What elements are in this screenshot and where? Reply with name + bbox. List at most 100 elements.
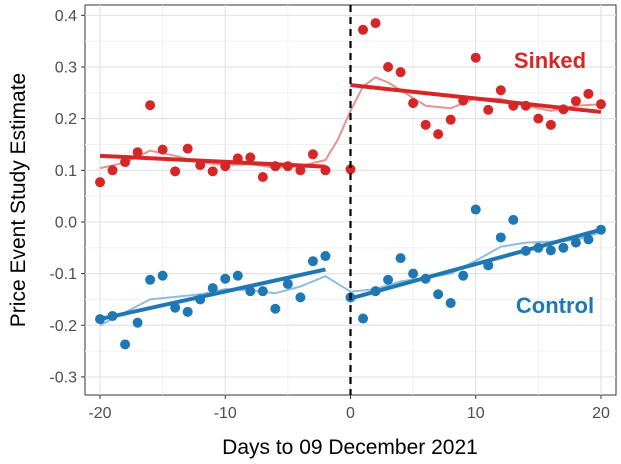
data-point-control	[320, 251, 331, 262]
y-tick-label: 0.2	[55, 111, 77, 128]
data-point-control	[282, 278, 293, 289]
y-axis: -0.3 -0.2 -0.1 0.0 0.1 0.2 0.3 0.4	[49, 8, 85, 386]
series-label-sinked: Sinked	[514, 48, 586, 73]
data-point-sinked	[420, 119, 431, 130]
y-tick-label: -0.2	[49, 318, 77, 335]
data-point-sinked	[270, 161, 281, 172]
x-axis: -20 -10 0 10 20	[88, 395, 610, 422]
y-tick-label: 0.3	[55, 59, 77, 76]
data-point-control	[232, 270, 243, 281]
data-point-sinked	[595, 99, 606, 110]
data-point-sinked	[232, 153, 243, 164]
data-point-control	[358, 313, 369, 324]
data-point-control	[307, 256, 318, 267]
data-point-control	[383, 274, 394, 285]
data-point-sinked	[207, 166, 218, 177]
data-point-control	[207, 283, 218, 294]
data-point-sinked	[132, 147, 143, 158]
data-point-sinked	[545, 119, 556, 130]
data-point-sinked	[458, 95, 469, 106]
data-point-control	[458, 270, 469, 281]
data-point-control	[595, 224, 606, 235]
data-point-control	[545, 245, 556, 256]
y-tick-label: -0.3	[49, 369, 77, 386]
data-point-control	[245, 286, 256, 297]
data-point-control	[257, 286, 268, 297]
data-point-sinked	[570, 96, 581, 107]
data-point-sinked	[433, 129, 444, 140]
data-point-sinked	[245, 152, 256, 163]
data-points	[95, 18, 606, 350]
data-point-sinked	[395, 67, 406, 78]
data-point-sinked	[345, 164, 356, 175]
data-point-control	[107, 310, 118, 321]
data-point-sinked	[495, 85, 506, 96]
data-point-sinked	[508, 100, 519, 111]
data-point-control	[120, 339, 131, 350]
data-point-control	[270, 303, 281, 314]
data-point-control	[132, 317, 143, 328]
series-label-control: Control	[516, 293, 594, 318]
x-tick-label: -10	[214, 405, 237, 422]
data-point-sinked	[470, 52, 481, 63]
data-point-control	[445, 298, 456, 309]
data-point-control	[583, 234, 594, 245]
data-point-sinked	[157, 144, 168, 155]
y-tick-label: 0.1	[55, 163, 77, 180]
data-point-control	[420, 273, 431, 284]
data-point-sinked	[383, 61, 394, 72]
x-axis-title: Days to 09 December 2021	[222, 436, 478, 459]
data-point-sinked	[182, 143, 193, 154]
data-point-sinked	[220, 161, 231, 172]
data-point-control	[470, 204, 481, 215]
data-point-control	[145, 274, 156, 285]
data-point-sinked	[170, 166, 181, 177]
data-point-control	[170, 302, 181, 313]
data-point-control	[220, 273, 231, 284]
data-point-sinked	[558, 104, 569, 115]
data-point-sinked	[320, 165, 331, 176]
x-tick-label: 0	[346, 405, 355, 422]
data-point-control	[370, 286, 381, 297]
x-tick-label: -20	[88, 405, 111, 422]
data-point-sinked	[445, 114, 456, 125]
data-point-sinked	[282, 161, 293, 172]
data-point-control	[182, 306, 193, 317]
data-point-sinked	[107, 165, 118, 176]
data-point-control	[295, 292, 306, 303]
data-point-sinked	[520, 100, 531, 111]
data-point-control	[520, 245, 531, 256]
data-point-sinked	[195, 160, 206, 171]
data-point-control	[533, 242, 544, 253]
data-point-sinked	[307, 149, 318, 160]
data-point-sinked	[408, 98, 419, 109]
data-point-sinked	[257, 172, 268, 183]
y-tick-label: 0.0	[55, 214, 77, 231]
data-point-control	[508, 214, 519, 225]
data-point-sinked	[145, 100, 156, 111]
y-tick-label: -0.1	[49, 266, 77, 283]
data-point-sinked	[120, 157, 131, 168]
data-point-control	[395, 253, 406, 264]
data-point-sinked	[483, 104, 494, 115]
data-point-control	[495, 232, 506, 243]
data-point-sinked	[295, 165, 306, 176]
data-point-sinked	[583, 88, 594, 99]
y-axis-title: Price Event Study Estimate	[7, 73, 30, 327]
data-point-sinked	[95, 177, 106, 188]
x-tick-label: 10	[467, 405, 485, 422]
data-point-control	[408, 268, 419, 279]
data-point-sinked	[358, 24, 369, 35]
fit-line-pre-control	[99, 267, 326, 322]
y-tick-label: 0.4	[55, 8, 77, 25]
fit-line-post-control	[349, 227, 602, 301]
smooth-line-control	[99, 231, 602, 327]
x-tick-label: 20	[592, 405, 610, 422]
data-point-control	[558, 242, 569, 253]
data-point-control	[433, 289, 444, 300]
data-point-control	[195, 294, 206, 305]
data-point-control	[95, 314, 106, 325]
data-point-control	[483, 260, 494, 271]
data-point-control	[570, 237, 581, 248]
